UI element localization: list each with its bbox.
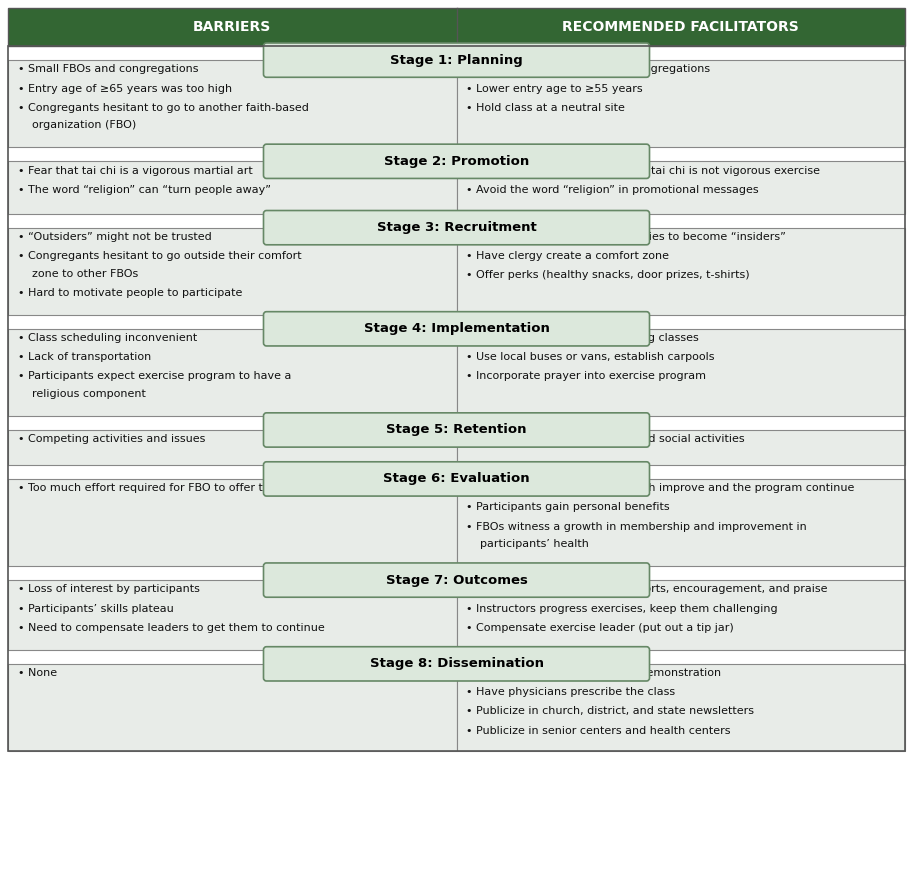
Text: • Publicize in church, district, and state newsletters: • Publicize in church, district, and sta… — [467, 706, 754, 717]
Bar — [456, 228, 905, 315]
Text: Stage 4: Implementation: Stage 4: Implementation — [363, 323, 550, 336]
Text: • Perform community exercise demonstration: • Perform community exercise demonstrati… — [467, 668, 721, 678]
Text: • FBOs witness a growth in membership and improvement in: • FBOs witness a growth in membership an… — [467, 521, 807, 532]
Text: • Entry age of ≥65 years was too high: • Entry age of ≥65 years was too high — [18, 84, 232, 93]
Text: • Small FBOs and congregations: • Small FBOs and congregations — [18, 65, 198, 74]
Text: Stage 7: Outcomes: Stage 7: Outcomes — [385, 574, 528, 587]
FancyBboxPatch shape — [264, 647, 649, 681]
Text: • Use sensitivity when scheduling classes: • Use sensitivity when scheduling classe… — [467, 333, 699, 344]
Text: • Compensate exercise leader (put out a tip jar): • Compensate exercise leader (put out a … — [467, 623, 734, 633]
Text: • Hard to motivate people to participate: • Hard to motivate people to participate — [18, 288, 242, 297]
Text: • Class scheduling inconvenient: • Class scheduling inconvenient — [18, 333, 197, 344]
Bar — [8, 161, 456, 214]
FancyBboxPatch shape — [264, 144, 649, 179]
Text: • Fear that tai chi is a vigorous martial art: • Fear that tai chi is a vigorous martia… — [18, 166, 253, 175]
Bar — [8, 228, 456, 315]
Text: religious component: religious component — [32, 389, 146, 399]
Text: Stage 8: Dissemination: Stage 8: Dissemination — [370, 657, 543, 671]
Text: • Incorporate prayer into exercise program: • Incorporate prayer into exercise progr… — [467, 371, 707, 381]
Bar — [456, 161, 905, 214]
FancyBboxPatch shape — [264, 311, 649, 346]
Bar — [8, 46, 905, 751]
Text: • Competing activities and issues: • Competing activities and issues — [18, 434, 205, 445]
Text: • Offer perks (healthy snacks, door prizes, t-shirts): • Offer perks (healthy snacks, door priz… — [467, 270, 750, 280]
Bar — [8, 430, 456, 465]
Text: Stage 6: Evaluation: Stage 6: Evaluation — [383, 473, 530, 486]
Text: Stage 2: Promotion: Stage 2: Promotion — [383, 155, 530, 167]
Text: Stage 3: Recruitment: Stage 3: Recruitment — [377, 221, 536, 235]
Text: • Congregants hesitant to go to another faith-based: • Congregants hesitant to go to another … — [18, 103, 309, 112]
FancyBboxPatch shape — [264, 412, 649, 447]
Text: • “Outsiders” might not be trusted: • “Outsiders” might not be trusted — [18, 232, 212, 242]
Text: • Leaders see participants’ health improve and the program continue: • Leaders see participants’ health impro… — [467, 483, 855, 494]
Text: zone to other FBOs: zone to other FBOs — [32, 269, 138, 278]
Text: • Need to compensate leaders to get them to continue: • Need to compensate leaders to get them… — [18, 623, 325, 633]
Text: Stage 5: Retention: Stage 5: Retention — [386, 424, 527, 437]
Bar — [8, 8, 905, 46]
Bar — [8, 580, 456, 650]
Bar — [8, 479, 456, 566]
FancyBboxPatch shape — [264, 210, 649, 245]
Text: • Instructors progress exercises, keep them challenging: • Instructors progress exercises, keep t… — [467, 603, 778, 614]
Text: RECOMMENDED FACILITATORS: RECOMMENDED FACILITATORS — [562, 20, 799, 34]
Bar — [456, 329, 905, 416]
Text: Stage 1: Planning: Stage 1: Planning — [390, 54, 523, 66]
Text: • The word “religion” can “turn people away”: • The word “religion” can “turn people a… — [18, 185, 271, 194]
Text: • Have clergy create a comfort zone: • Have clergy create a comfort zone — [467, 251, 669, 261]
Text: • None: • None — [18, 668, 58, 678]
Text: • Too much effort required for FBO to offer the class: • Too much effort required for FBO to of… — [18, 483, 308, 494]
Bar — [456, 60, 905, 147]
Text: • Congregants hesitant to go outside their comfort: • Congregants hesitant to go outside the… — [18, 251, 301, 261]
Text: • Participants gain personal benefits: • Participants gain personal benefits — [467, 502, 670, 513]
Text: • Give participants progress reports, encouragement, and praise: • Give participants progress reports, en… — [467, 584, 828, 595]
Text: • Publicize in senior centers and health centers: • Publicize in senior centers and health… — [467, 726, 731, 736]
Text: • Have physicians prescribe the class: • Have physicians prescribe the class — [467, 687, 676, 698]
Bar — [8, 60, 456, 147]
Text: • Researchers attend FBO activities to become “insiders”: • Researchers attend FBO activities to b… — [467, 232, 786, 242]
Bar — [456, 479, 905, 566]
Text: participants’ health: participants’ health — [480, 539, 590, 549]
Text: • Offer incentives, education, and social activities: • Offer incentives, education, and socia… — [467, 434, 745, 445]
FancyBboxPatch shape — [264, 462, 649, 496]
Text: • Loss of interest by participants: • Loss of interest by participants — [18, 584, 200, 595]
Bar — [456, 664, 905, 751]
Text: • Participants expect exercise program to have a: • Participants expect exercise program t… — [18, 371, 291, 381]
Text: • Lack of transportation: • Lack of transportation — [18, 352, 152, 362]
Text: BARRIERS: BARRIERS — [194, 20, 271, 34]
Bar — [456, 580, 905, 650]
Text: • Use local buses or vans, establish carpools: • Use local buses or vans, establish car… — [467, 352, 715, 362]
Text: • Partner with larger FBOs or congregations: • Partner with larger FBOs or congregati… — [467, 65, 710, 74]
Bar — [8, 329, 456, 416]
FancyBboxPatch shape — [264, 563, 649, 597]
Bar — [456, 430, 905, 465]
Text: • Participants’ skills plateau: • Participants’ skills plateau — [18, 603, 173, 614]
Text: organization (FBO): organization (FBO) — [32, 120, 136, 130]
Text: • Lower entry age to ≥55 years: • Lower entry age to ≥55 years — [467, 84, 643, 93]
Text: • Hold class at a neutral site: • Hold class at a neutral site — [467, 103, 625, 112]
FancyBboxPatch shape — [264, 43, 649, 78]
Bar — [8, 664, 456, 751]
Text: • Avoid the word “religion” in promotional messages: • Avoid the word “religion” in promotion… — [467, 185, 759, 194]
Text: • Educate and demonstrate that tai chi is not vigorous exercise: • Educate and demonstrate that tai chi i… — [467, 166, 821, 175]
